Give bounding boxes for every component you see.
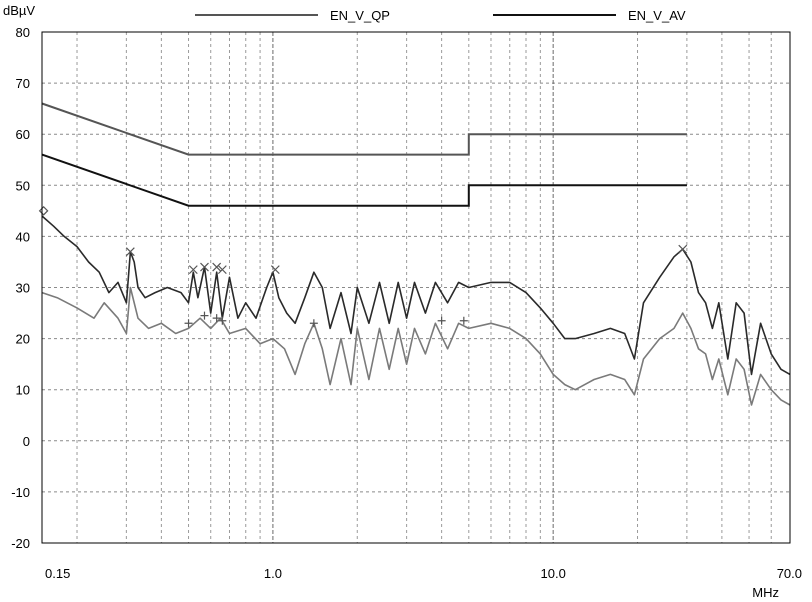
y-tick-label-0: 80 xyxy=(16,25,30,40)
y-tick-label-8: 0 xyxy=(23,434,30,449)
y-tick-label-6: 20 xyxy=(16,332,30,347)
x-tick-label-3: 70.0 xyxy=(777,566,802,581)
marker-x-4 xyxy=(212,262,222,272)
marker-plus-9 xyxy=(200,311,209,320)
measurement-trace-1 xyxy=(41,286,791,406)
marker-plus-14 xyxy=(459,316,468,325)
marker-plus-10 xyxy=(212,314,221,323)
marker-x-5 xyxy=(217,265,227,275)
y-tick-labels: 80 70 60 50 40 30 20 10 0 -10 -20 xyxy=(11,25,30,551)
legend-label-qp: EN_V_QP xyxy=(330,8,390,23)
y-tick-label-2: 60 xyxy=(16,127,30,142)
y-axis-label: dBµV xyxy=(3,3,35,18)
x-tick-labels: 0.15 1.0 10.0 70.0 xyxy=(45,566,802,581)
y-tick-label-7: 10 xyxy=(16,383,30,398)
y-tick-label-4: 40 xyxy=(16,229,30,244)
marker-plus-12 xyxy=(309,319,318,328)
marker-plus-13 xyxy=(437,316,446,325)
peak-markers xyxy=(38,206,688,328)
x-tick-label-1: 1.0 xyxy=(264,566,282,581)
x-tick-label-2: 10.0 xyxy=(541,566,566,581)
limit-line-en-v-av xyxy=(41,153,687,207)
x-axis-unit-label: MHz xyxy=(752,585,779,600)
marker-x-7 xyxy=(678,244,688,254)
limit-lines xyxy=(41,102,687,207)
marker-x-1 xyxy=(125,247,135,257)
y-tick-label-9: -10 xyxy=(11,485,30,500)
y-tick-label-3: 50 xyxy=(16,178,30,193)
marker-x-2 xyxy=(188,265,198,275)
legend-label-av: EN_V_AV xyxy=(628,8,686,23)
legend: EN_V_QP EN_V_AV xyxy=(195,8,686,23)
marker-plus-11 xyxy=(218,316,227,325)
marker-plus-8 xyxy=(184,319,193,328)
x-tick-label-0: 0.15 xyxy=(45,566,70,581)
marker-diamond-0 xyxy=(38,206,49,216)
y-tick-label-5: 30 xyxy=(16,281,30,296)
limit-line-en-v-qp xyxy=(41,102,687,156)
marker-x-3 xyxy=(200,262,209,272)
marker-x-6 xyxy=(270,265,280,275)
y-tick-label-10: -20 xyxy=(11,536,30,551)
y-tick-label-1: 70 xyxy=(16,76,30,91)
plot-frame xyxy=(41,31,791,544)
